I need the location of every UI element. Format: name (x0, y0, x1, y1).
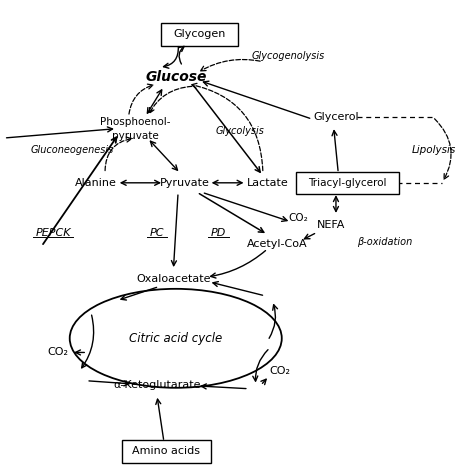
Text: Glycogen: Glycogen (173, 29, 226, 39)
Text: Citric acid cycle: Citric acid cycle (129, 332, 222, 345)
Text: pyruvate: pyruvate (112, 131, 159, 141)
Text: β-oxidation: β-oxidation (357, 237, 412, 246)
Text: Lactate: Lactate (247, 178, 289, 188)
Text: Alanine: Alanine (75, 178, 117, 188)
Text: Lipolysis: Lipolysis (411, 145, 456, 155)
Text: Oxaloacetate: Oxaloacetate (136, 274, 210, 284)
Text: Phosphoenol-: Phosphoenol- (100, 117, 171, 127)
Text: NEFA: NEFA (317, 220, 346, 230)
Text: Pyruvate: Pyruvate (160, 178, 210, 188)
Text: Amino acids: Amino acids (132, 447, 201, 456)
Text: Glycerol: Glycerol (313, 112, 359, 122)
Text: Triacyl-glycerol: Triacyl-glycerol (309, 178, 387, 188)
Text: Acetyl-CoA: Acetyl-CoA (247, 239, 307, 249)
Text: CO₂: CO₂ (47, 347, 68, 357)
Text: PC: PC (150, 228, 164, 238)
FancyBboxPatch shape (122, 440, 210, 463)
FancyBboxPatch shape (161, 23, 237, 46)
Text: Glycolysis: Glycolysis (216, 126, 264, 136)
Ellipse shape (70, 289, 282, 388)
Text: PD: PD (210, 228, 226, 238)
Text: Glycogenolysis: Glycogenolysis (251, 51, 324, 61)
Text: α-Ketoglutarate: α-Ketoglutarate (113, 381, 201, 391)
Text: Gluconeogenesis: Gluconeogenesis (30, 145, 114, 155)
FancyBboxPatch shape (296, 172, 399, 194)
Text: PEPCK: PEPCK (36, 228, 71, 238)
Text: Glucose: Glucose (145, 70, 207, 84)
Text: CO₂: CO₂ (288, 213, 308, 223)
Text: CO₂: CO₂ (269, 366, 290, 376)
